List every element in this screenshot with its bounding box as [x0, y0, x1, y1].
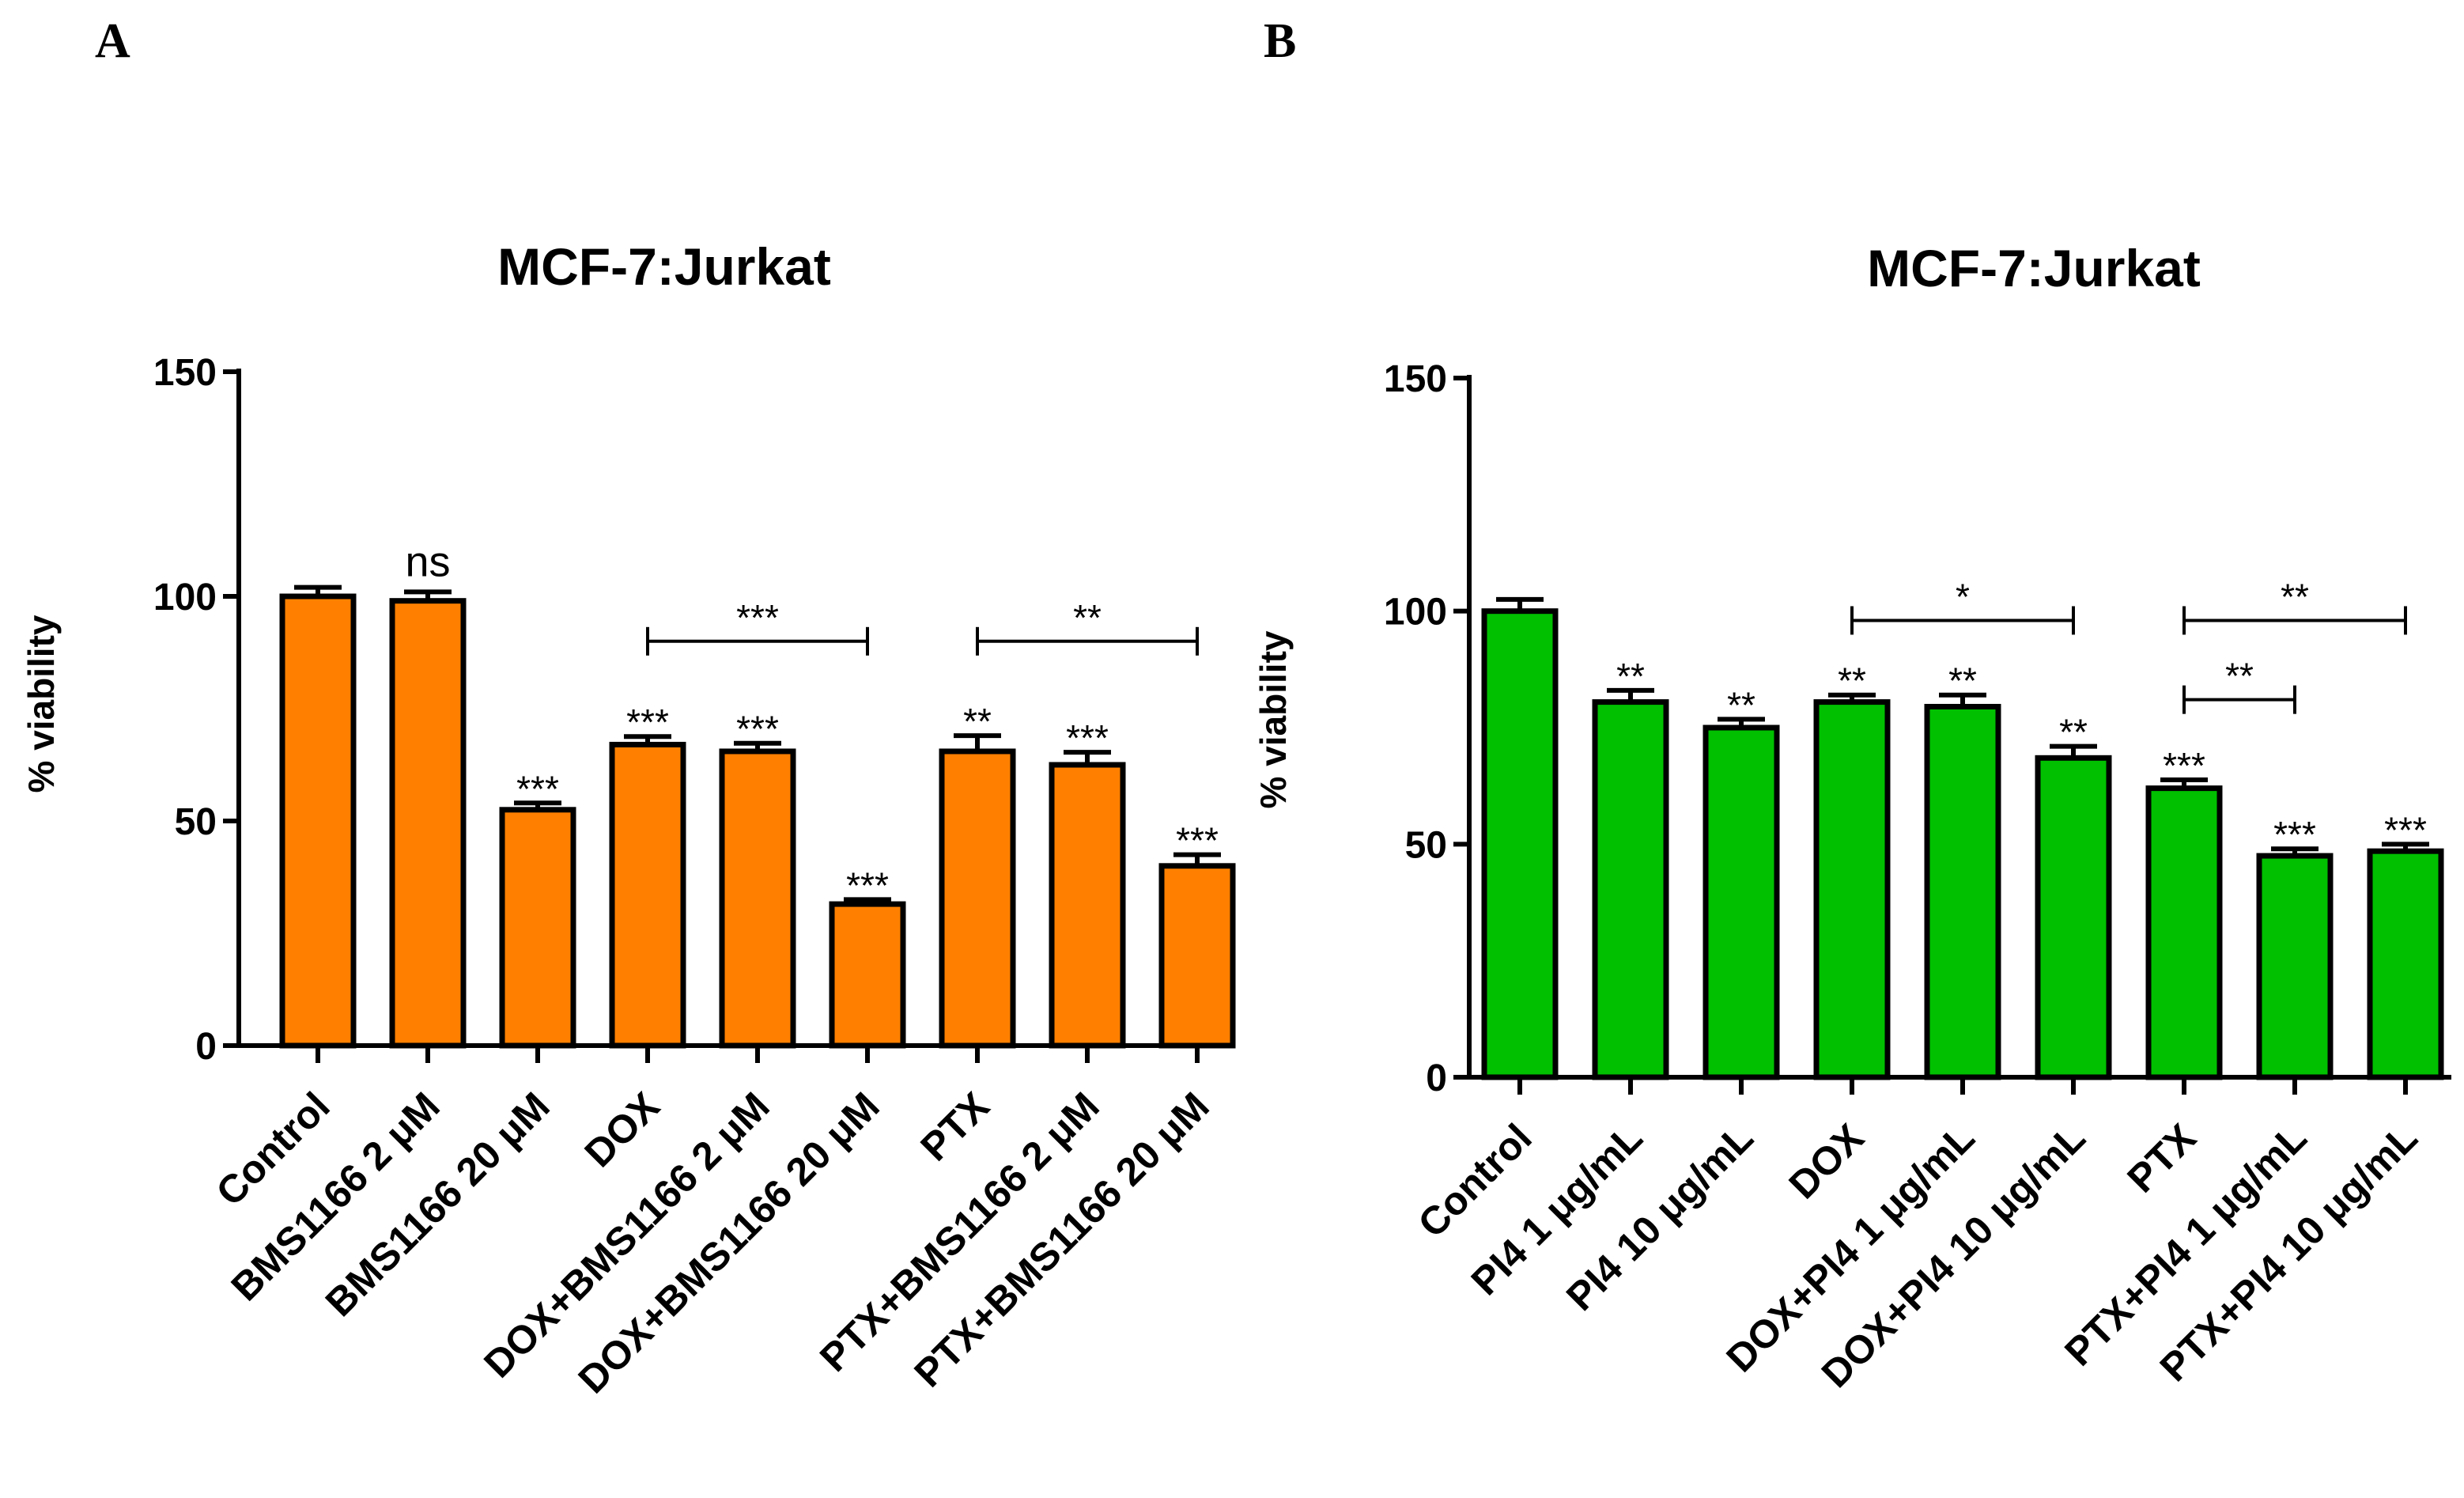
significance-label: *** [516, 768, 559, 809]
y-tick-label: 0 [195, 1026, 217, 1068]
significance-label: ns [405, 538, 450, 585]
x-tick-label: PTX [912, 1084, 997, 1169]
x-tick-label: DOX [1781, 1115, 1873, 1207]
bar [2256, 853, 2334, 1080]
comparison-label: ** [2225, 656, 2254, 697]
bar [279, 593, 357, 1049]
bar [389, 598, 467, 1049]
panel-letter: B [1264, 14, 1296, 68]
bar [2035, 755, 2112, 1080]
bar [2367, 848, 2444, 1080]
significance-label: *** [846, 864, 889, 906]
comparison-label: ** [1073, 597, 1102, 638]
x-tick-label: PTX [2118, 1115, 2204, 1201]
y-tick-label: 50 [175, 801, 217, 843]
bar [499, 807, 576, 1049]
y-tick-label: 150 [1384, 358, 1447, 400]
bar [829, 901, 906, 1049]
comparison-label: ** [2281, 576, 2309, 617]
significance-label: *** [2273, 814, 2316, 855]
bar [2145, 785, 2223, 1080]
bar [939, 748, 1016, 1049]
significance-label: ** [1727, 684, 1755, 725]
panel-letter: A [95, 14, 130, 68]
bar [719, 748, 796, 1049]
y-tick-label: 100 [153, 577, 217, 618]
chart-title: MCF-7:Jurkat [497, 237, 831, 296]
significance-label: *** [2163, 745, 2205, 786]
significance-label: ** [1838, 660, 1866, 702]
significance-label: *** [736, 709, 779, 750]
y-tick-label: 150 [153, 352, 217, 394]
y-tick-label: 0 [1426, 1057, 1447, 1099]
significance-label: *** [2384, 809, 2427, 850]
significance-label: *** [626, 702, 669, 743]
bar [1703, 724, 1780, 1080]
y-axis-label: % viability [1253, 630, 1294, 808]
panel-b: B MCF-7:Jurkat % viability 050100150Cont… [1253, 14, 2451, 1396]
panel-a: A MCF-7:Jurkat % viability 050100150Cont… [21, 14, 1236, 1402]
bar [1481, 608, 1559, 1080]
bar [609, 741, 686, 1049]
comparison-label: * [1956, 576, 1970, 617]
significance-label: ** [1948, 660, 1977, 702]
significance-label: *** [1066, 717, 1109, 758]
y-axis-label: % viability [21, 615, 62, 793]
significance-label: ** [1616, 656, 1645, 697]
significance-label: ** [2059, 712, 2088, 753]
y-tick-label: 100 [1384, 592, 1447, 634]
bar [1924, 703, 2001, 1080]
y-tick-label: 50 [1405, 824, 1447, 866]
chart-title: MCF-7:Jurkat [1867, 239, 2201, 297]
x-tick-label: DOX [576, 1084, 668, 1175]
significance-label: *** [1176, 820, 1219, 861]
bar [1049, 762, 1126, 1049]
bar [1813, 699, 1891, 1080]
bar [1158, 863, 1236, 1049]
comparison-label: *** [736, 597, 779, 638]
bar [1592, 699, 1669, 1080]
significance-label: ** [963, 701, 992, 742]
